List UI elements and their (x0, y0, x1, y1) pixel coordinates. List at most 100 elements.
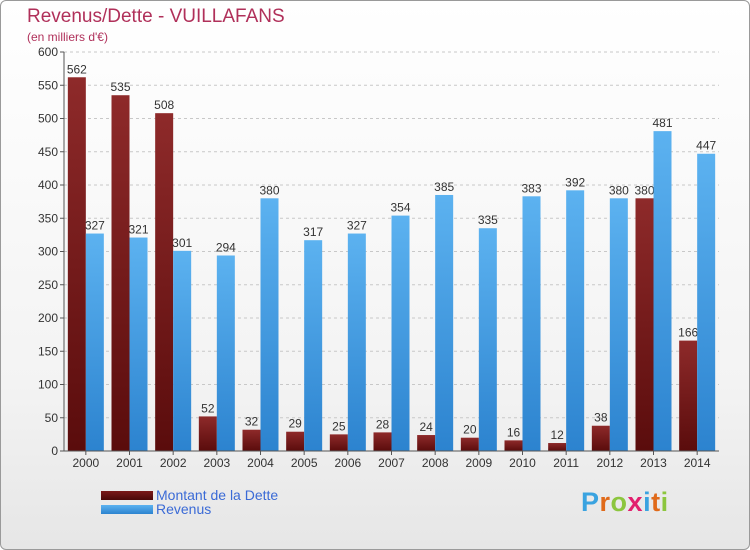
data-label-dette: 166 (678, 326, 698, 340)
data-label-revenus: 327 (347, 219, 367, 233)
bar-dette-2010 (504, 440, 523, 451)
bar-dette-2007 (373, 432, 392, 451)
x-tick-label: 2010 (509, 456, 536, 470)
logo-letter: i (660, 487, 669, 517)
legend-label-dette: Montant de la Dette (156, 487, 279, 503)
x-tick-label: 2001 (116, 456, 143, 470)
y-tick-label: 100 (38, 378, 58, 392)
x-tick-label: 2011 (553, 456, 579, 470)
data-label-revenus: 354 (390, 201, 410, 215)
data-label-dette: 32 (245, 415, 259, 429)
logo-letter: x (627, 487, 644, 517)
data-label-revenus: 385 (434, 180, 454, 194)
chart-subtitle: (en milliers d'€) (27, 30, 108, 44)
data-label-dette: 535 (110, 80, 130, 94)
bar-dette-2014 (679, 340, 698, 451)
y-tick-label: 0 (51, 444, 58, 458)
data-label-revenus: 383 (521, 181, 541, 195)
data-label-dette: 562 (67, 62, 87, 76)
data-label-revenus: 301 (172, 236, 192, 250)
bar-revenus-2004 (260, 198, 279, 451)
data-label-revenus: 447 (696, 139, 716, 153)
legend-swatch-revenus (101, 505, 153, 514)
x-tick-label: 2008 (422, 456, 449, 470)
x-tick-label: 2013 (640, 456, 667, 470)
bar-dette-2008 (417, 435, 436, 451)
data-label-dette: 20 (463, 423, 477, 437)
bars: 562 327 535 321 508 301 52 294 32 380 29 317 25 327 28… (67, 62, 716, 452)
data-label-revenus: 380 (609, 183, 629, 197)
x-tick-label: 2006 (334, 456, 361, 470)
y-tick-label: 50 (45, 411, 59, 425)
x-tick-label: 2000 (72, 456, 99, 470)
x-tick-label: 2004 (247, 456, 274, 470)
x-tick-label: 2002 (160, 456, 187, 470)
data-label-revenus: 392 (565, 175, 585, 189)
bar-revenus-2014 (697, 153, 716, 451)
logo-letter: t (651, 487, 661, 517)
x-tick-label: 2012 (596, 456, 623, 470)
x-tick-label: 2005 (291, 456, 318, 470)
logo-letter: o (610, 487, 628, 517)
data-label-dette: 25 (332, 419, 346, 433)
chart-title: Revenus/Dette - VUILLAFANS (27, 6, 285, 27)
data-label-dette: 16 (507, 425, 521, 439)
data-label-revenus: 380 (259, 183, 279, 197)
y-tick-label: 200 (38, 311, 58, 325)
bar-dette-2006 (329, 434, 348, 451)
bar-revenus-2001 (129, 237, 148, 451)
y-tick-label: 600 (38, 45, 58, 59)
bar-dette-2011 (548, 443, 567, 451)
y-tick-label: 400 (38, 178, 58, 192)
bar-dette-2002 (155, 113, 174, 452)
bar-revenus-2013 (653, 131, 672, 451)
y-tick-label: 350 (38, 211, 58, 225)
bar-dette-2001 (111, 95, 130, 451)
bar-dette-2013 (635, 198, 654, 451)
data-label-revenus: 481 (652, 116, 672, 130)
bar-revenus-2009 (478, 228, 497, 451)
y-tick-label: 450 (38, 145, 58, 159)
bar-revenus-2006 (347, 233, 366, 451)
legend-label-revenus: Revenus (156, 501, 212, 517)
bar-revenus-2002 (173, 250, 192, 451)
bar-revenus-2008 (435, 194, 454, 451)
axes: 0 50 100 150 200 250 300 350 400 450 500 550 600 2000… (38, 45, 719, 470)
proxiti-logo: Proxiti (581, 487, 669, 518)
data-label-revenus: 327 (85, 219, 105, 233)
data-label-dette: 38 (594, 411, 608, 425)
x-tick-label: 2003 (203, 456, 230, 470)
bar-dette-2009 (460, 437, 479, 451)
data-label-dette: 52 (201, 401, 215, 415)
data-label-revenus: 317 (303, 225, 323, 239)
data-label-revenus: 321 (128, 223, 148, 237)
data-label-dette: 29 (288, 417, 302, 431)
y-tick-label: 150 (38, 344, 58, 358)
bar-revenus-2012 (609, 198, 628, 451)
bar-revenus-2000 (85, 233, 104, 451)
data-label-dette: 28 (376, 417, 390, 431)
legend-swatch-dette (101, 491, 153, 500)
y-tick-label: 250 (38, 278, 58, 292)
data-label-revenus: 294 (216, 240, 236, 254)
y-tick-label: 500 (38, 112, 58, 126)
logo-letter: i (643, 487, 652, 517)
data-label-dette: 380 (634, 183, 654, 197)
y-tick-label: 550 (38, 78, 58, 92)
data-label-dette: 12 (550, 428, 564, 442)
bar-dette-2012 (591, 425, 610, 451)
bar-dette-2003 (198, 416, 217, 451)
y-tick-label: 300 (38, 245, 58, 259)
bar-revenus-2007 (391, 215, 410, 451)
bar-dette-2005 (286, 431, 305, 451)
bar-revenus-2003 (216, 255, 235, 451)
logo-letter: r (599, 487, 611, 517)
bar-revenus-2005 (304, 240, 323, 451)
logo-letter: P (581, 487, 600, 517)
bar-dette-2000 (67, 77, 86, 452)
x-tick-label: 2007 (378, 456, 405, 470)
bar-dette-2004 (242, 429, 261, 451)
data-label-dette: 24 (419, 420, 433, 434)
